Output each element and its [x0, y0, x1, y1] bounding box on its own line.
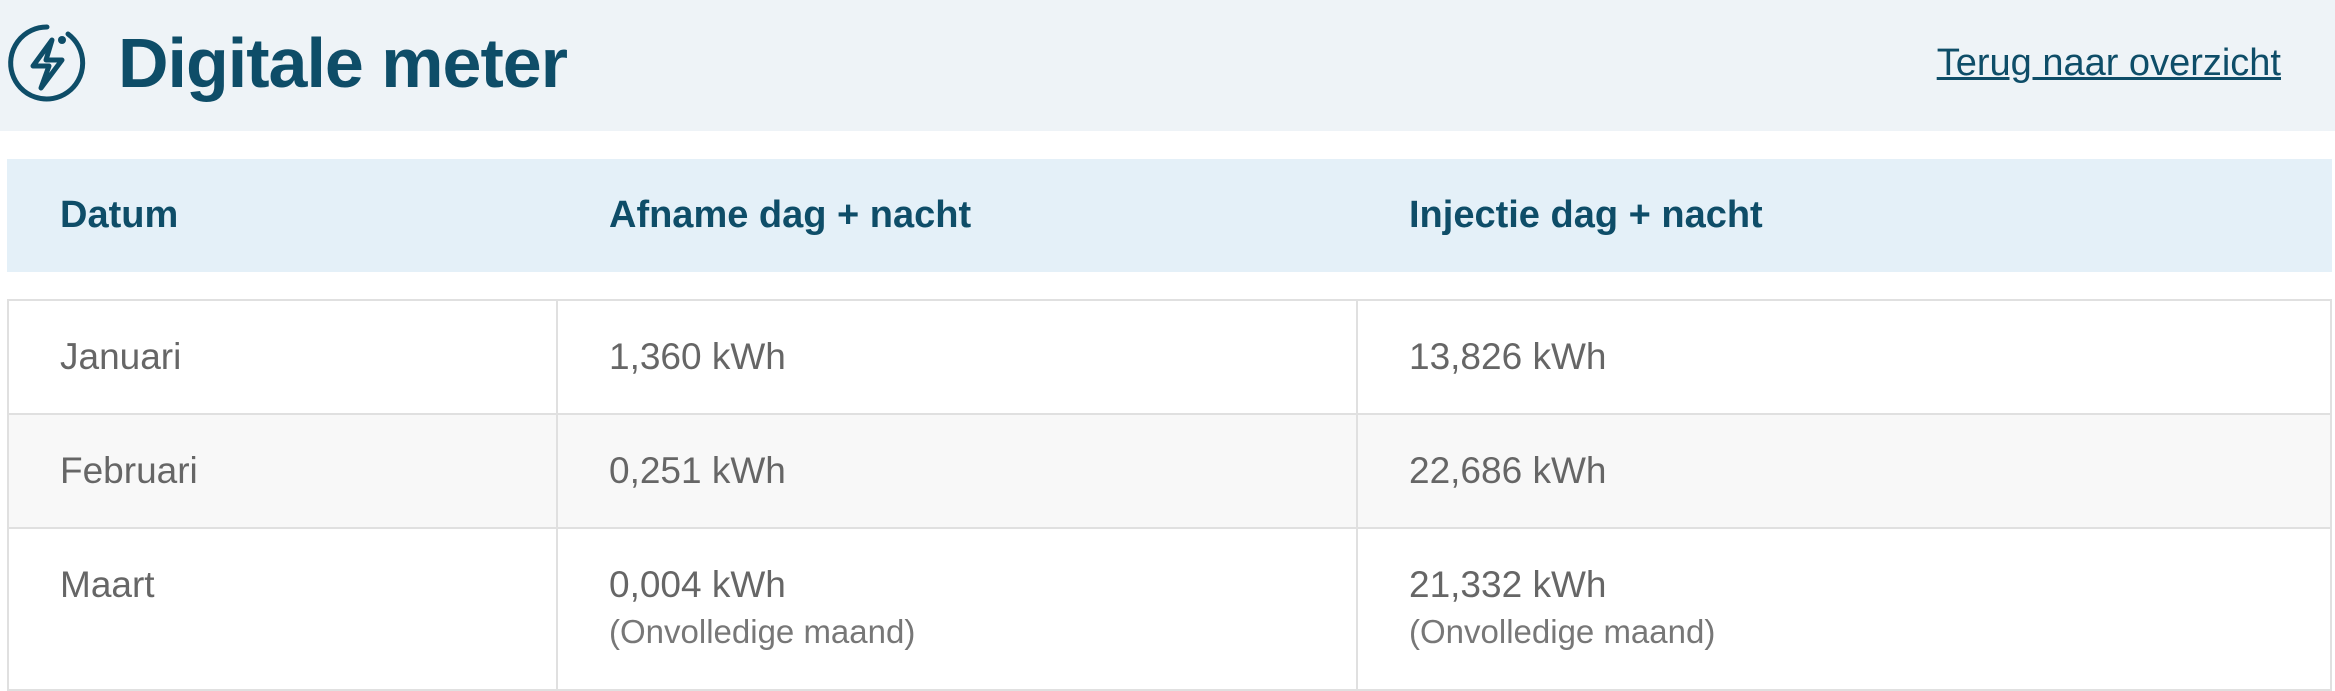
cell-afname: 1,360 kWh: [609, 336, 786, 377]
table-body: Januari 1,360 kWh 13,826 kWh Februari 0,…: [7, 299, 2332, 691]
back-to-overview-link[interactable]: Terug naar overzicht: [1936, 42, 2281, 84]
column-header-afname: Afname dag + nacht: [609, 194, 972, 236]
column-header-injectie: Injectie dag + nacht: [1409, 194, 1763, 236]
cell-datum: Februari: [60, 450, 198, 491]
cell-afname: 0,004 kWh: [609, 564, 786, 605]
cell-datum: Januari: [60, 336, 182, 377]
cell-datum: Maart: [60, 564, 155, 605]
table-header: Datum Afname dag + nacht Injectie dag + …: [7, 159, 2332, 272]
table-row: Februari 0,251 kWh 22,686 kWh: [7, 415, 2332, 529]
table-row: Maart 0,004 kWh (Onvolledige maand) 21,3…: [7, 529, 2332, 691]
page-header: Digitale meter Terug naar overzicht: [0, 0, 2335, 131]
incomplete-month-note: (Onvolledige maand): [609, 613, 916, 650]
cell-injectie: 21,332 kWh: [1409, 564, 1607, 605]
lightning-circle-icon: [8, 24, 86, 102]
incomplete-month-note: (Onvolledige maand): [1409, 613, 1716, 650]
column-header-datum: Datum: [60, 194, 179, 236]
page-title: Digitale meter: [118, 24, 568, 102]
cell-afname: 0,251 kWh: [609, 450, 786, 491]
table-row: Januari 1,360 kWh 13,826 kWh: [7, 301, 2332, 415]
cell-injectie: 13,826 kWh: [1409, 336, 1607, 377]
cell-injectie: 22,686 kWh: [1409, 450, 1607, 491]
